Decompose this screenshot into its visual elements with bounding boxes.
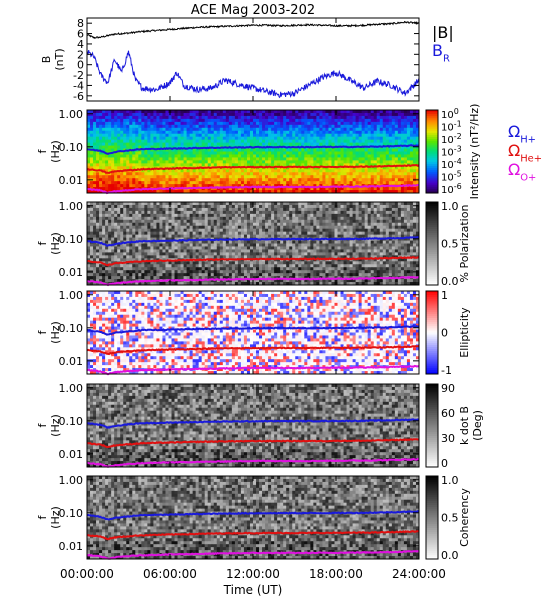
colorbar-label: k dot B [458,406,471,445]
colorbar-tick-label: 1 [441,289,448,302]
x-tick-label: 00:00:00 [60,567,114,581]
y-axis-label-unit: (Hz) [49,321,62,344]
y-tick-label: 1.00 [59,200,84,213]
y-axis-label: f [36,329,49,334]
heatmap-cells [87,202,419,285]
y-tick-label: 0.10 [59,141,84,154]
colorbar-tick-label: 30 [441,432,455,445]
y-axis-label: f [36,422,49,427]
heatmap-cells [87,476,419,559]
y-tick-label: 1.00 [59,474,84,487]
colorbar: 1 0 -1 Ellipticity [426,289,471,377]
x-tick-label: 12:00:00 [226,567,280,581]
y-tick-label: 0.01 [59,355,84,368]
colorbar: 1.0 0.5 0.0% Polarization [426,200,471,288]
x-tick-label: 24:00:00 [392,567,446,581]
colorbar-tick-label: 0.0 [441,549,459,562]
colorbar-tick-label: 0.5 [441,238,459,251]
colorbar: 1.0 0.5 0.0 Coherency [426,474,471,562]
legend-b-radial: BR [432,41,450,65]
y-axis-label-unit: (Hz) [49,140,62,163]
colorbar-tick-label: 0.5 [441,512,459,525]
colorbar-label-unit: (Deg) [471,410,484,441]
y-axis-label: f [36,240,49,245]
heatmap-cells [87,110,419,193]
panel-1: 1.00 0.10 0.01 f(Hz) 10010-110-210-310-410-5… [36,104,481,200]
colorbar-tick-label: 0 [441,457,448,470]
y-axis-label: f [36,514,49,519]
colorbar-tick-label: 10-6 [441,182,462,196]
series-line-b-radial [87,50,419,97]
y-tick-label: 0.10 [59,507,84,520]
chart-title: ACE Mag 2003-202 [191,3,315,18]
y-axis-label: B [40,56,53,64]
y-axis-label-unit: (Hz) [49,414,62,437]
y-axis-label-unit: (nT) [53,48,66,70]
y-tick-label: 0.10 [59,415,84,428]
y-axis-label-unit: (Hz) [49,232,62,255]
y-tick-label: -6 [73,90,84,103]
x-tick-label: 18:00:00 [309,567,363,581]
panel-2: 1.00 0.10 0.01 f(Hz) 1.0 0.5 0.0% Polarization [36,200,471,288]
panel-5: 1.00 0.10 0.01 f(Hz) 1.0 0.5 0.0 Coherency [36,474,471,562]
colorbar-tick-label: 60 [441,407,455,420]
legend-b-magnitude: |B| [432,23,454,42]
y-tick-label: 0.01 [59,540,84,553]
heatmap-cells [87,384,419,467]
colorbar-label: Ellipticity [458,307,471,358]
panel-4: 1.00 0.10 0.01 f(Hz) 90 60 30 0 k dot B(Deg) [36,382,484,470]
y-tick-label: 0.10 [59,233,84,246]
colorbar-tick-label: 0 [441,327,448,340]
colorbar-label: Intensity (nT²/Hz) [468,104,481,200]
y-tick-label: 1.00 [59,382,84,395]
y-tick-label: 1.00 [59,108,84,121]
panel-frame [87,18,419,101]
y-tick-label: 0.01 [59,174,84,187]
y-tick-label: 0.01 [59,266,84,279]
x-axis-label: Time (UT) [223,583,283,597]
y-tick-label: 0.10 [59,322,84,335]
y-axis-label: f [36,148,49,153]
colorbar-tick-label: 1.0 [441,200,459,213]
x-tick-label: 06:00:00 [143,567,197,581]
colorbar-label: % Polarization [458,205,471,283]
y-tick-label: 1.00 [59,289,84,302]
colorbar: 90 60 30 0 k dot B(Deg) [426,382,484,470]
panel-3: 1.00 0.10 0.01 f(Hz) 1 0 -1 Ellipticity [36,289,471,377]
series-line-b-magnitude [87,22,419,39]
y-tick-label: 0.01 [59,448,84,461]
colorbar-label: Coherency [458,488,471,547]
colorbar-tick-label: 1.0 [441,474,459,487]
colorbar-tick-label: -1 [441,364,452,377]
colorbar-tick-label: 0.0 [441,275,459,288]
heatmap-cells [87,291,419,374]
y-axis-label-unit: (Hz) [49,506,62,529]
colorbar-tick-label: 90 [441,382,455,395]
